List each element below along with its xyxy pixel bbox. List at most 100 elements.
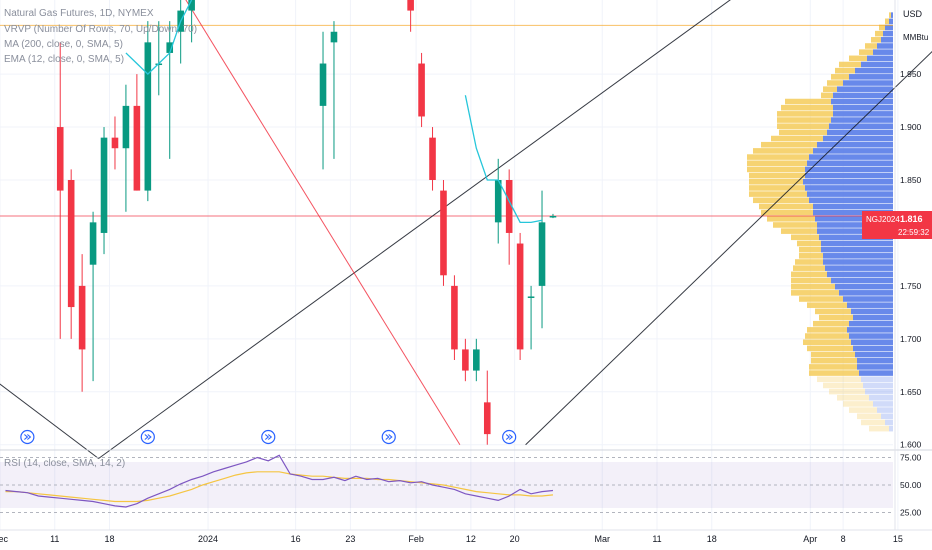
volume-profile-down-row (839, 61, 861, 68)
volume-profile-up-row (853, 345, 893, 352)
ema-line[interactable] (125, 0, 193, 76)
volume-profile-up-row (881, 37, 893, 43)
ema-line[interactable] (464, 95, 543, 224)
candle-body[interactable] (451, 285, 458, 350)
price-tick-label: 1.850 (900, 175, 922, 185)
candle-body[interactable] (440, 190, 447, 276)
unit-label[interactable]: MMBtu (903, 33, 928, 42)
candle-body[interactable] (473, 349, 480, 371)
volume-profile-up-row (809, 154, 893, 160)
volume-profile-down-row (843, 401, 873, 407)
volume-profile-up-row (825, 265, 893, 271)
candle-body[interactable] (100, 137, 108, 233)
volume-profile-up-row (833, 111, 893, 117)
time-tick-label: 16 (291, 534, 301, 544)
volume-profile-down-row (821, 92, 833, 99)
candle-body[interactable] (330, 31, 338, 43)
volume-profile-down-row (793, 265, 825, 271)
volume-profile-down-row (785, 98, 831, 105)
candle-body[interactable] (429, 137, 436, 180)
price-tick-label: 1.950 (900, 69, 922, 79)
candle-body[interactable] (56, 127, 64, 191)
candle-body[interactable] (122, 105, 130, 149)
candle-body[interactable] (549, 216, 557, 218)
volume-profile-up-row (867, 55, 893, 62)
candle-body[interactable] (418, 63, 425, 117)
candle-body[interactable] (516, 243, 524, 350)
volume-profile-down-row (791, 271, 827, 278)
legend-ema[interactable]: EMA (12, close, 0, SMA, 5) (4, 54, 124, 65)
volume-profile-down-row (773, 222, 817, 228)
candle-body[interactable] (67, 180, 75, 308)
price-tick-label: 1.700 (900, 334, 922, 344)
candle-body[interactable] (111, 137, 119, 149)
volume-profile-up-row (877, 407, 893, 413)
candle-body[interactable] (319, 63, 327, 106)
event-marker-glyph (385, 434, 393, 440)
currency-label[interactable]: USD (903, 9, 923, 19)
volume-profile-up-row (817, 222, 893, 228)
time-tick-label: 18 (104, 534, 114, 544)
volume-profile-down-row (807, 345, 853, 352)
rsi-pane[interactable] (0, 454, 893, 513)
trendline[interactable] (0, 376, 99, 459)
candle-body[interactable] (494, 180, 502, 223)
volume-profile-down-row (819, 314, 853, 321)
volume-profile-down-row (811, 351, 855, 358)
volume-profile (747, 12, 893, 432)
drawing-lines (0, 0, 932, 459)
volume-profile-down-row (753, 197, 809, 204)
trendline[interactable] (153, 0, 461, 445)
candle-body[interactable] (78, 285, 86, 350)
time-tick-label: Dec (0, 534, 8, 544)
volume-profile-up-row (817, 228, 893, 234)
volume-profile-down-row (889, 12, 891, 18)
candle-body[interactable] (144, 42, 152, 191)
rsi-legend[interactable]: RSI (14, close, SMA, 14, 2) (4, 458, 125, 469)
volume-profile-down-row (815, 308, 851, 315)
event-marker-glyph (144, 434, 152, 440)
candle-body[interactable] (505, 180, 513, 233)
rsi-tick-label: 50.00 (900, 480, 922, 490)
rsi-ma-line[interactable] (5, 471, 554, 503)
time-tick-label: 11 (50, 534, 59, 544)
legend-ma[interactable]: MA (200, close, 0, SMA, 5) (4, 39, 123, 50)
time-tick-label: 11 (652, 534, 661, 544)
volume-profile-down-row (805, 333, 849, 339)
candle-body[interactable] (188, 0, 195, 11)
legend-vrvp[interactable]: VRVP (Number Of Rows, 70, Up/Down, 70) (4, 24, 197, 35)
volume-profile-down-row (831, 74, 849, 80)
candle-body[interactable] (166, 42, 174, 53)
price-tick-label: 1.750 (900, 281, 922, 291)
volume-profile-up-row (821, 246, 893, 253)
volume-profile-down-row (829, 388, 865, 395)
volume-profile-down-row (859, 49, 873, 55)
candle-body[interactable] (462, 349, 469, 371)
candle-body[interactable] (527, 296, 535, 298)
trendline[interactable] (525, 0, 932, 446)
rsi-line[interactable] (5, 454, 554, 508)
candlestick-series[interactable] (56, 0, 557, 445)
candle-body[interactable] (483, 402, 491, 435)
time-axis[interactable]: Dec 11 18 2024 16 23 Feb 12 20 Mar 11 18 Apr 8 15 (0, 534, 903, 544)
volume-profile-up-row (837, 86, 893, 92)
candle-body[interactable] (89, 222, 97, 265)
candle-body[interactable] (538, 222, 546, 286)
volume-profile-down-row (857, 413, 881, 420)
volume-profile-up-row (813, 209, 893, 216)
volume-profile-up-row (873, 401, 893, 407)
price-axis[interactable]: 1.950 1.900 1.850 1.750 1.700 1.650 1.600 75.00… (900, 69, 922, 517)
volume-profile-down-row (799, 296, 843, 302)
trendline[interactable] (98, 0, 767, 459)
volume-profile-down-row (837, 394, 869, 401)
volume-profile-down-row (823, 382, 863, 389)
volume-profile-down-row (777, 123, 829, 129)
rsi-tick-label: 75.00 (900, 453, 922, 463)
volume-profile-up-row (849, 74, 893, 80)
legend-title[interactable]: Natural Gas Futures, 1D, NYMEX (4, 8, 154, 19)
volume-profile-up-row (839, 290, 893, 296)
volume-profile-up-row (859, 370, 893, 376)
candle-body[interactable] (133, 105, 141, 191)
candle-body[interactable] (407, 0, 414, 11)
